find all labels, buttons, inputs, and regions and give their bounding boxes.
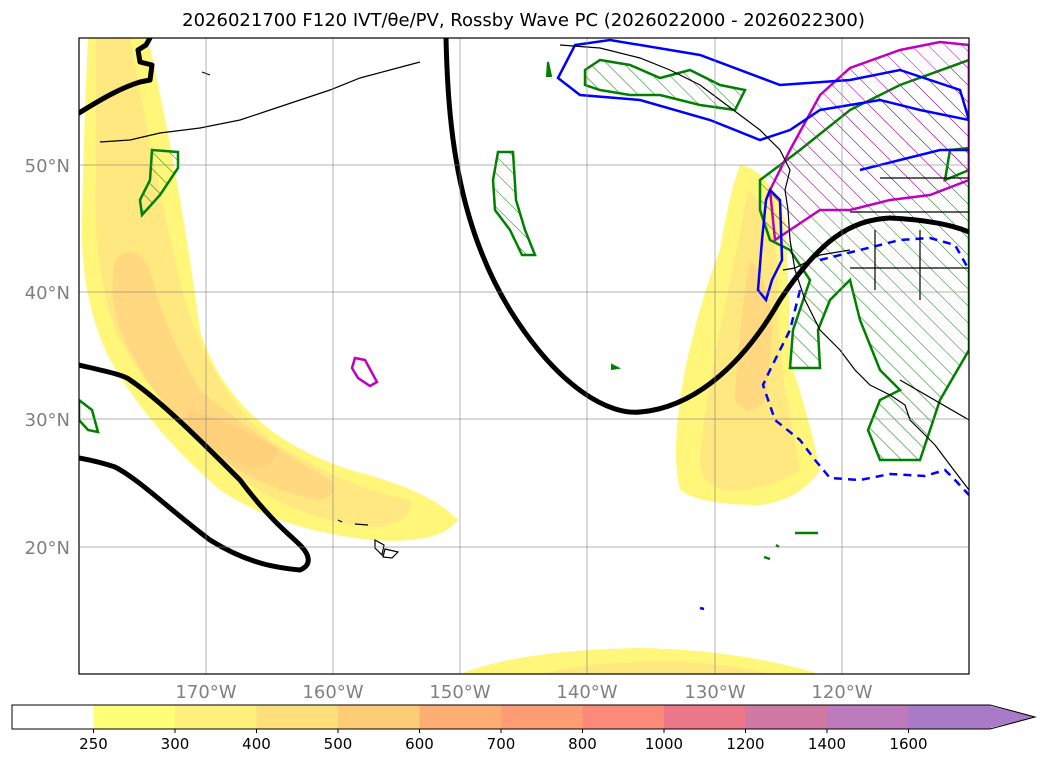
lat-tick-label: 50°N [25, 156, 70, 177]
colorbar-tick-label: 1600 [889, 735, 927, 753]
colorbar-tick-label: 250 [79, 735, 108, 753]
lon-tick-label: 120°W [811, 682, 872, 703]
colorbar-segment [827, 705, 909, 729]
colorbar-tick-label: 400 [242, 735, 271, 753]
colorbar-tick-label: 1200 [726, 735, 764, 753]
ivt-colorbar: 250 300 400 500 600 700 800 1000 1200 1400 1600 [11, 704, 1037, 753]
lat-tick-label: 30°N [25, 410, 70, 431]
colorbar-segment [419, 705, 502, 729]
lon-tick-label: 150°W [429, 682, 490, 703]
colorbar-segment [12, 705, 94, 729]
colorbar-segment [338, 705, 420, 729]
pv-contours [79, 38, 969, 573]
rossby-wave-negative [350, 40, 969, 388]
lon-tick-label: 170°W [175, 682, 236, 703]
lon-tick-labels: 170°W 160°W 150°W 140°W 130°W 120°W [175, 682, 872, 703]
colorbar-segment [664, 705, 746, 729]
colorbar-tick-label: 300 [161, 735, 190, 753]
lon-tick-label: 160°W [302, 682, 363, 703]
colorbar-extend-arrow [985, 705, 1035, 729]
lon-tick-label: 140°W [556, 682, 617, 703]
colorbar-segment [93, 705, 176, 729]
grid-lines [79, 38, 969, 674]
colorbar-tick-label: 500 [324, 735, 353, 753]
ivt-band-south-core [540, 661, 770, 674]
colorbar-segment [745, 705, 828, 729]
colorbar-segment [908, 705, 991, 729]
lon-tick-label: 130°W [684, 682, 745, 703]
colorbar-tick-label: 700 [487, 735, 516, 753]
colorbar-segment [501, 705, 583, 729]
colorbar-tick-label: 1400 [808, 735, 846, 753]
map-canvas [79, 38, 969, 674]
map-title: 2026021700 F120 IVT/θe/PV, Rossby Wave P… [182, 10, 865, 31]
colorbar-segment [175, 705, 257, 729]
lat-tick-labels: 50°N 40°N 30°N 20°N [25, 156, 70, 559]
colorbar-tick-label: 600 [405, 735, 434, 753]
colorbar-tick-label: 800 [568, 735, 597, 753]
colorbar-tick-label: 1000 [645, 735, 683, 753]
lat-tick-label: 20°N [25, 538, 70, 559]
coastlines [99, 44, 969, 559]
map-frame [78, 37, 970, 675]
colorbar-segment [582, 705, 665, 729]
colorbar-segment [256, 705, 339, 729]
lat-tick-label: 40°N [25, 283, 70, 304]
